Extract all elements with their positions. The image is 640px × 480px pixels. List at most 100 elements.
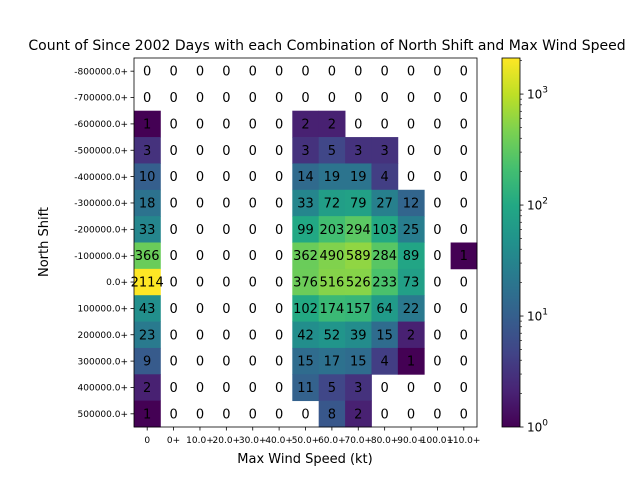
cell-value-label: 2 [301, 117, 309, 132]
cell-value-label: 0 [433, 91, 441, 106]
cell-value-label: 15 [350, 355, 367, 370]
heatmap-cell [371, 163, 399, 191]
cell-value-label: 89 [403, 249, 420, 264]
cell-value-label: 0 [196, 170, 204, 185]
cell-value-label: 0 [222, 65, 230, 80]
x-tick-label: 10.0+ [186, 436, 214, 446]
heatmap-cell [318, 189, 346, 217]
cell-value-label: 0 [460, 170, 468, 185]
cell-value-label: 0 [433, 328, 441, 343]
cell-value-label: 3 [301, 144, 309, 159]
cell-value-label: 0 [460, 65, 468, 80]
heatmap-cell [318, 110, 346, 138]
cell-value-label: 4 [381, 355, 389, 370]
cell-value-label: 0 [433, 117, 441, 132]
cell-value-label: 526 [346, 276, 371, 291]
cell-value-label: 0 [275, 91, 283, 106]
heatmap-cell [292, 321, 320, 349]
cell-value-label: 2 [407, 328, 415, 343]
heatmap-cell [345, 347, 372, 375]
cell-value-label: 589 [346, 249, 371, 264]
cell-value-label: 0 [407, 65, 415, 80]
heatmap-cell [397, 347, 425, 375]
cell-value-label: 0 [169, 144, 177, 159]
cell-value-label: 0 [222, 328, 230, 343]
heatmap-cell [371, 216, 399, 243]
chart-title: Count of Since 2002 Days with each Combi… [28, 38, 625, 54]
cell-value-label: 0 [275, 302, 283, 317]
cell-value-label: 0 [275, 65, 283, 80]
heatmap-cell [134, 374, 161, 402]
x-tick-label: 0+ [167, 436, 180, 446]
heatmap-cell [134, 347, 161, 375]
heatmap-cell [397, 268, 425, 296]
cell-value-label: 1 [460, 249, 468, 264]
cell-value-label: 0 [381, 407, 389, 422]
cell-value-label: 0 [222, 117, 230, 132]
cell-value-label: 18 [139, 196, 156, 211]
cell-value-label: 0 [196, 91, 204, 106]
cell-value-label: 0 [460, 302, 468, 317]
cell-value-label: 0 [407, 170, 415, 185]
cell-value-label: 12 [403, 196, 420, 211]
cell-value-label: 0 [249, 302, 257, 317]
heatmap-cell [292, 242, 320, 270]
x-tick-label: 60.0+ [318, 436, 346, 446]
cell-value-label: 33 [139, 223, 156, 238]
cell-value-label: 0 [196, 355, 204, 370]
heatmap-cell [134, 189, 161, 217]
cell-value-label: 0 [143, 91, 151, 106]
cell-value-label: 15 [376, 328, 393, 343]
cell-value-label: 0 [169, 381, 177, 396]
y-tick-label: -600000.0+ [74, 120, 128, 130]
cell-value-label: 0 [169, 196, 177, 211]
cell-value-label: 79 [350, 196, 367, 211]
cell-value-label: 0 [196, 328, 204, 343]
cell-value-label: 0 [222, 91, 230, 106]
cell-value-label: 52 [324, 328, 341, 343]
colorbar-frame [501, 57, 521, 428]
heatmap-cell [134, 242, 161, 270]
cell-value-label: 0 [169, 276, 177, 291]
y-tick-label: -400000.0+ [74, 173, 128, 183]
cell-value-label: 0 [275, 381, 283, 396]
cell-value-label: 0 [196, 196, 204, 211]
cell-value-label: 0 [407, 117, 415, 132]
cell-value-label: 1 [143, 407, 151, 422]
cell-value-label: 0 [169, 249, 177, 264]
cell-value-label: 19 [324, 170, 341, 185]
cell-value-label: 0 [407, 381, 415, 396]
x-axis-label: Max Wind Speed (kt) [237, 452, 372, 467]
cell-value-label: 0 [460, 144, 468, 159]
cell-value-label: 0 [222, 249, 230, 264]
cell-value-label: 23 [139, 328, 156, 343]
y-tick-label: -500000.0+ [74, 146, 128, 156]
cell-value-label: 0 [275, 249, 283, 264]
cell-value-label: 490 [319, 249, 344, 264]
heatmap-cell [345, 163, 372, 191]
heatmap-cell [397, 321, 425, 349]
cell-value-label: 0 [196, 223, 204, 238]
heatmap-cell [371, 137, 399, 164]
heatmap-cell [292, 137, 320, 164]
heatmap-cell [345, 400, 372, 428]
cell-value-label: 3 [354, 144, 362, 159]
heatmap-cell [134, 295, 161, 322]
heatmap-cell [450, 242, 478, 270]
cell-value-label: 72 [324, 196, 341, 211]
y-tick-label: 200000.0+ [78, 331, 128, 341]
cell-value-label: 0 [249, 170, 257, 185]
y-tick-label: -800000.0+ [74, 67, 128, 77]
cell-value-label: 174 [319, 302, 344, 317]
cell-value-label: 0 [275, 144, 283, 159]
cell-value-label: 33 [297, 196, 314, 211]
cell-value-label: 516 [319, 276, 344, 291]
cell-value-label: 0 [433, 381, 441, 396]
heatmap-cell [345, 374, 372, 402]
cell-value-label: 0 [381, 91, 389, 106]
cell-value-label: 25 [403, 223, 420, 238]
cell-value-label: 11 [297, 381, 314, 396]
heatmap-cell [318, 242, 346, 270]
cell-value-label: 0 [433, 302, 441, 317]
